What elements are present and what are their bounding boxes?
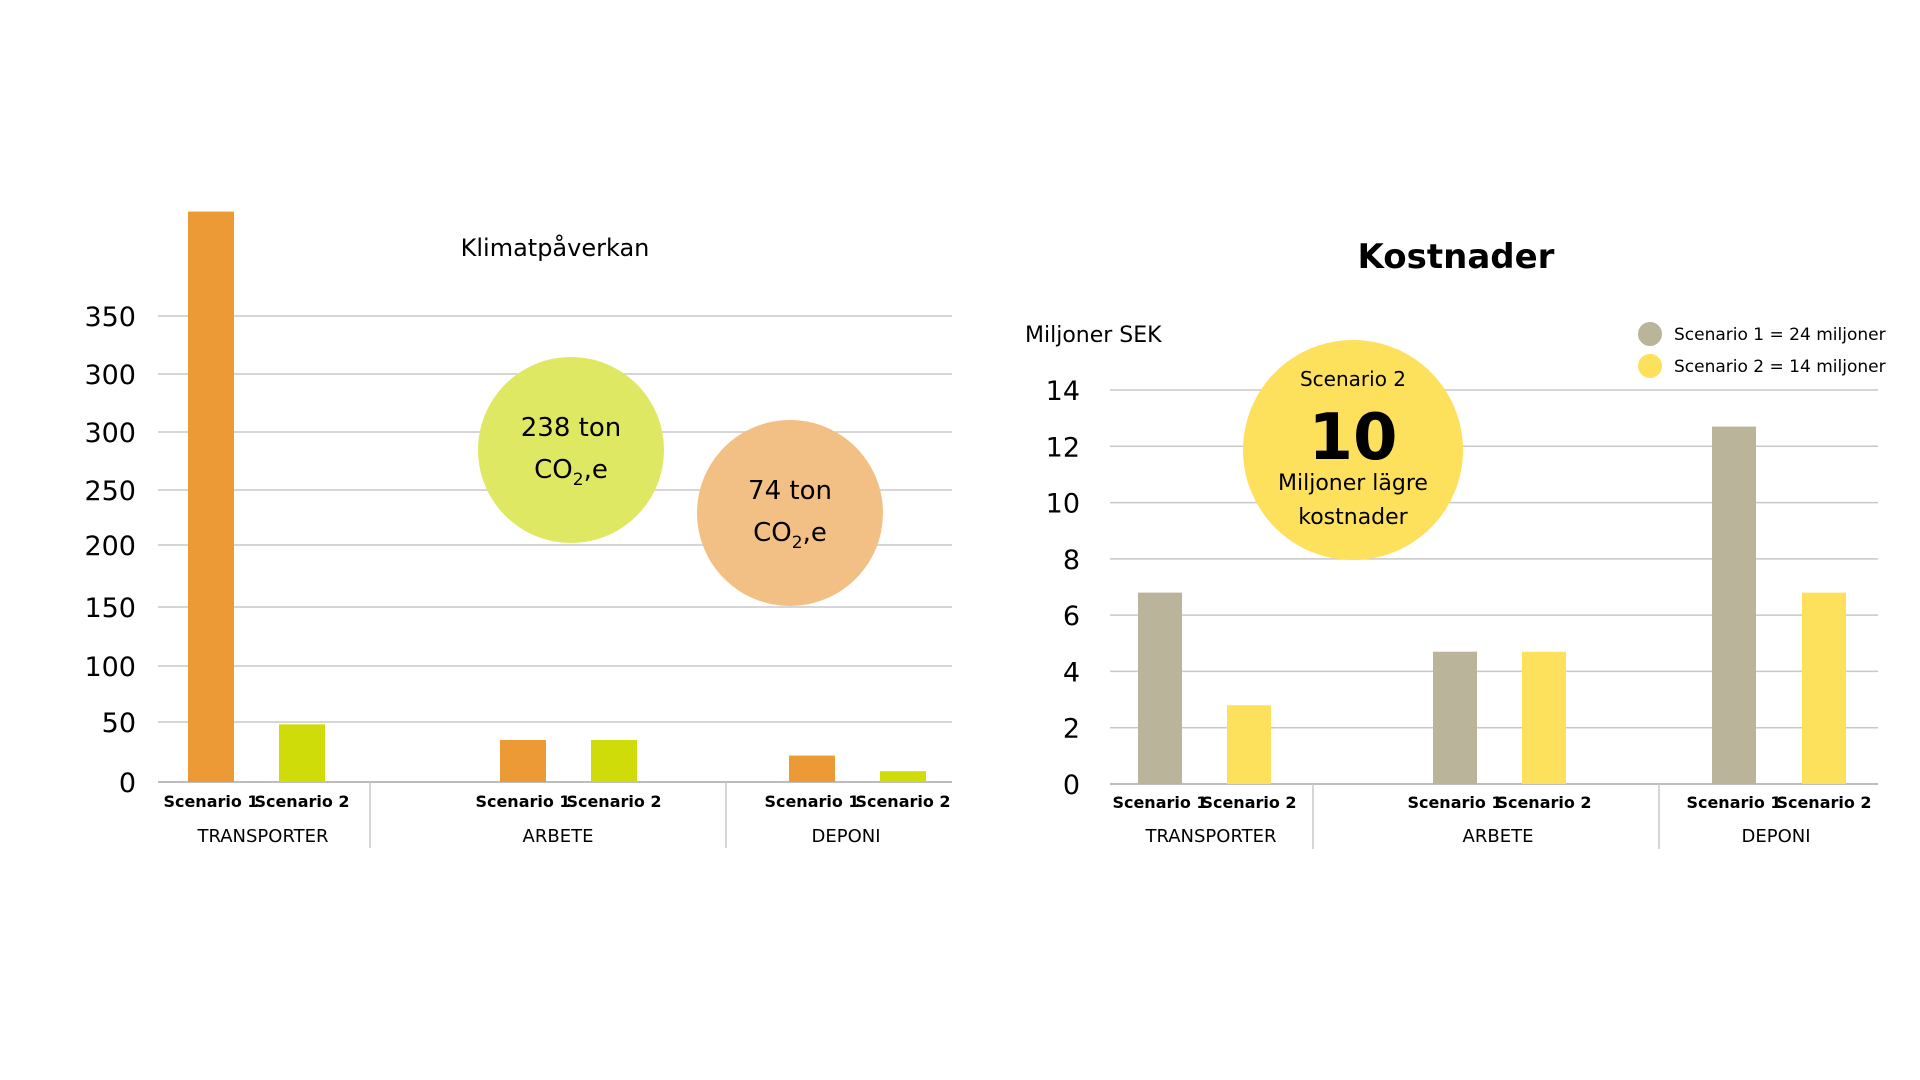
group-label-transporter: TRANSPORTER [196, 826, 328, 847]
y-tick-label: 150 [84, 593, 136, 624]
kostnader-legend: Scenario 1 = 24 miljoner Scenario 2 = 14 … [1638, 322, 1886, 378]
legend-swatch [1638, 322, 1662, 346]
kostnader-ylabel: Miljoner SEK [1025, 323, 1162, 348]
annotation-bubble [697, 420, 883, 606]
legend-label: Scenario 1 = 24 miljoner [1674, 325, 1886, 345]
klimat-bars [188, 211, 926, 783]
x-series-label: Scenario 1 [1686, 793, 1781, 812]
legend-label: Scenario 2 = 14 miljoner [1674, 357, 1886, 377]
bar-scenario-2-arbete [1522, 651, 1566, 784]
y-tick-label: 2 [1063, 714, 1080, 745]
group-label-deponi: DEPONI [1741, 826, 1810, 847]
callout-bubble [1243, 340, 1463, 560]
kostnader-title: Kostnader [1358, 237, 1555, 277]
bar-scenario-2-deponi [1802, 592, 1846, 784]
group-label-arbete: ARBETE [523, 826, 594, 847]
x-series-label: Scenario 1 [475, 792, 570, 811]
annotation-bubble [478, 357, 664, 543]
x-series-label: Scenario 2 [566, 792, 661, 811]
klimat-chart: Klimatpåverkan 050100150200250300300350 … [84, 211, 952, 848]
y-tick-label: 300 [84, 418, 136, 449]
y-tick-label: 250 [84, 476, 136, 507]
x-series-label: Scenario 1 [1112, 793, 1207, 812]
y-tick-label: 8 [1063, 545, 1080, 576]
y-tick-label: 12 [1046, 432, 1080, 463]
y-tick-label: 50 [102, 708, 136, 739]
callout-line2: kostnader [1298, 505, 1408, 530]
group-label-transporter: TRANSPORTER [1144, 826, 1276, 847]
bar-scenario-2-deponi [880, 771, 926, 782]
annotation-unit: CO2,e [753, 518, 827, 553]
annotation-amount: 74 ton [748, 476, 832, 506]
x-series-label: Scenario 2 [1201, 793, 1296, 812]
y-tick-label: 10 [1046, 489, 1080, 520]
y-tick-label: 6 [1063, 601, 1080, 632]
group-label-deponi: DEPONI [811, 826, 880, 847]
x-series-label: Scenario 2 [855, 792, 950, 811]
x-series-label: Scenario 2 [254, 792, 349, 811]
y-tick-label: 14 [1046, 376, 1080, 407]
bar-scenario-1-deponi [789, 755, 835, 782]
y-tick-label: 4 [1063, 657, 1080, 688]
bar-scenario-1-transporter [1138, 592, 1182, 784]
klimat-y-axis: 0 50 100 150 200 250 300 300 350 [84, 302, 136, 799]
callout-line1: Miljoner lägre [1278, 471, 1428, 496]
bar-scenario-1-arbete [500, 740, 546, 782]
bar-scenario-1-transporter [188, 211, 234, 783]
annotation-amount: 238 ton [521, 413, 621, 443]
x-series-label: Scenario 2 [1496, 793, 1591, 812]
callout-top: Scenario 2 [1300, 367, 1406, 391]
bar-scenario-2-arbete [591, 740, 637, 782]
klimat-title: Klimatpåverkan [461, 233, 650, 262]
bar-scenario-1-arbete [1433, 651, 1477, 784]
y-tick-label: 0 [119, 768, 136, 799]
group-label-arbete: ARBETE [1463, 826, 1534, 847]
kostnader-bars [1138, 426, 1846, 784]
x-series-label: Scenario 2 [1776, 793, 1871, 812]
y-tick-label: 350 [84, 302, 136, 333]
annotation-unit: CO2,e [534, 455, 608, 490]
callout-value: 10 [1308, 401, 1397, 475]
bar-scenario-1-deponi [1712, 426, 1756, 784]
y-tick-label: 200 [84, 531, 136, 562]
x-series-label: Scenario 1 [764, 792, 859, 811]
klimat-annotations: 238 ton CO2,e 74 ton CO2,e [478, 357, 883, 606]
bar-scenario-2-transporter [279, 724, 325, 782]
y-tick-label: 0 [1063, 770, 1080, 801]
y-tick-label: 100 [84, 652, 136, 683]
x-series-label: Scenario 1 [163, 792, 258, 811]
legend-swatch [1638, 354, 1662, 378]
bar-scenario-2-transporter [1227, 705, 1271, 784]
y-tick-label: 300 [84, 360, 136, 391]
kostnader-y-axis: 0 2 4 6 8 10 12 14 [1046, 376, 1080, 801]
x-series-label: Scenario 1 [1407, 793, 1502, 812]
kostnader-chart: Kostnader Miljoner SEK 0 2 4 6 8 10 12 14 Scena… [1025, 237, 1886, 849]
kostnader-gridlines [1110, 389, 1878, 785]
